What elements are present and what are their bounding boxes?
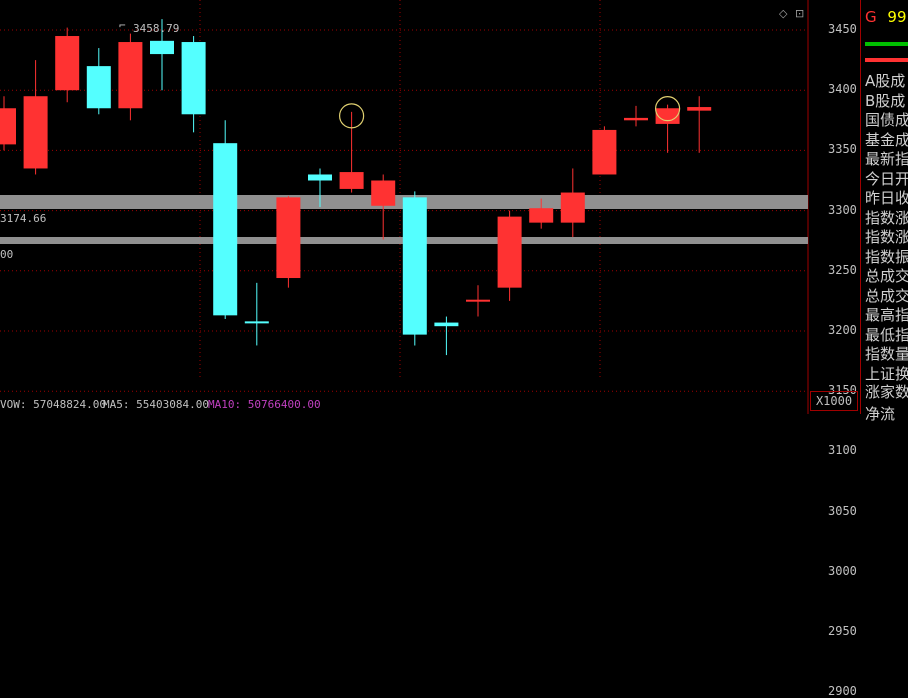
- high-value-label: ⌐ 3458.79: [119, 19, 180, 35]
- candle-body: [308, 174, 332, 181]
- candle-body: [624, 117, 648, 121]
- y-tick-label: 3050: [828, 503, 857, 518]
- high-marker-icon: ⌐: [119, 19, 126, 32]
- side-item: B股成: [865, 91, 906, 110]
- side-panel: G 99 A股成 B股成 国债成 基金成 最新指 今日开 昨日收 指数涨 指数涨 指数振 总成交 总成…: [860, 0, 908, 423]
- y-tick-label: 3300: [828, 202, 857, 217]
- ma5-label: MA5: 55403084.00: [103, 398, 209, 411]
- candle-body: [118, 42, 143, 109]
- highlight-circle: [339, 103, 365, 129]
- candle-body: [339, 172, 364, 189]
- candle-body: [434, 322, 459, 327]
- diamond-icon[interactable]: ◇: [779, 7, 788, 20]
- y-tick-label: 3200: [828, 323, 857, 337]
- y-tick-label: 3250: [828, 262, 857, 277]
- y-tick-label: 2900: [828, 684, 857, 698]
- candle-body: [466, 299, 490, 302]
- low-value-label: 3174.66: [0, 212, 47, 225]
- red-bar: [865, 58, 908, 62]
- secondary-value-label: 00: [0, 248, 14, 261]
- side-item: A股成: [865, 72, 906, 90]
- side-item: 国债成: [865, 111, 908, 129]
- candle-body: [86, 66, 111, 109]
- candle-body: [529, 208, 554, 223]
- header-letter: G: [865, 8, 877, 26]
- candle-body: [655, 108, 680, 124]
- ma10-label: MA10: 50766400.00: [208, 398, 321, 411]
- candle-body: [0, 108, 16, 145]
- y-tick-label: 3450: [828, 22, 857, 36]
- candle-body: [371, 180, 396, 206]
- side-footer-item: 涨家数: [865, 383, 908, 401]
- candle-body: [497, 216, 522, 288]
- vol-label: VOW: 57048824.00: [0, 398, 106, 411]
- side-item: 总成交: [865, 286, 908, 305]
- y-tick-label: 3350: [828, 142, 857, 157]
- candle-body: [55, 36, 80, 91]
- side-item: 指数涨: [865, 228, 908, 246]
- y-tick-label: 2950: [828, 624, 857, 638]
- candle-body: [276, 197, 301, 279]
- side-item: 指数振: [865, 247, 908, 266]
- header-value: 99: [887, 8, 907, 26]
- highlight-circle: [654, 96, 681, 122]
- side-item: 总成交: [865, 267, 908, 285]
- candlestick-chart[interactable]: [0, 0, 860, 414]
- side-item: 基金成: [865, 130, 908, 149]
- green-bar: [865, 42, 908, 46]
- side-item: 最低指: [865, 325, 908, 344]
- side-item: 指数涨: [865, 208, 908, 227]
- candle-body: [687, 107, 712, 111]
- candle-body: [560, 192, 585, 223]
- candle-body: [23, 96, 48, 169]
- side-header: G 99: [865, 8, 907, 26]
- volume-info-bar: VOW: 57048824.00 MA5: 55403084.00 MA10: …: [0, 396, 808, 414]
- side-item: 指数量: [865, 345, 908, 363]
- candle-body: [150, 40, 174, 55]
- candle-body: [181, 42, 206, 115]
- y-tick-label: 3150: [828, 383, 857, 398]
- candle-body: [592, 129, 617, 175]
- side-item: 最新指: [865, 150, 908, 168]
- scale-multiplier-box: X1000: [810, 391, 858, 411]
- side-item: 上证换: [865, 364, 908, 383]
- candle-body: [213, 143, 238, 316]
- side-item: 今日开: [865, 169, 908, 188]
- restore-icon[interactable]: ⊡: [795, 7, 805, 20]
- y-tick-label: 3000: [828, 563, 857, 578]
- y-tick-label: 3100: [828, 443, 857, 458]
- candle-body: [402, 197, 427, 335]
- side-item: 昨日收: [865, 189, 908, 207]
- side-item: 最高指: [865, 306, 908, 324]
- y-tick-label: 3400: [828, 82, 857, 97]
- candle-body: [244, 321, 269, 324]
